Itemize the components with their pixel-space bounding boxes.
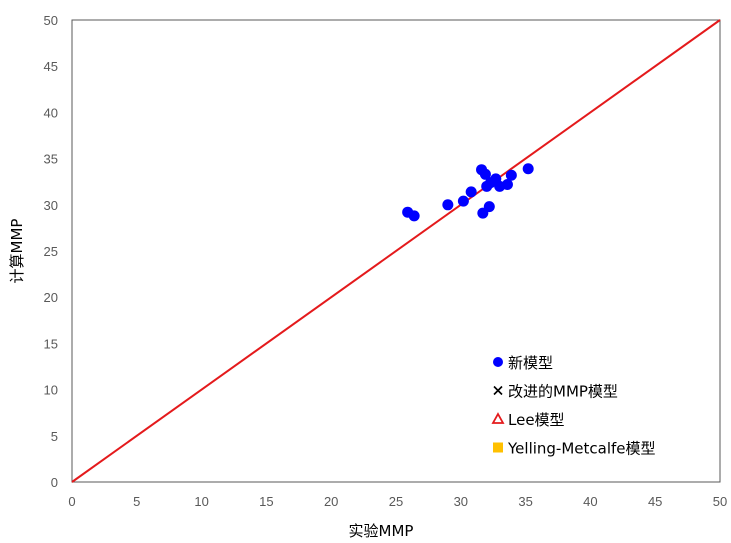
plot-area <box>71 19 721 483</box>
x-tick-label: 25 <box>389 494 403 509</box>
plot-border <box>71 19 721 483</box>
legend-label: 改进的MMP模型 <box>508 383 618 401</box>
data-point <box>408 210 420 222</box>
data-point <box>501 178 513 190</box>
x-tick-label: 50 <box>713 494 727 509</box>
x-tick-label: 10 <box>194 494 208 509</box>
x-tick-label: 40 <box>583 494 597 509</box>
x-axis-ticks: 0 5 10 15 20 25 30 35 40 45 50 <box>68 494 727 509</box>
y-tick-label: 50 <box>44 13 58 28</box>
y-tick-label: 10 <box>44 383 58 398</box>
x-tick-label: 35 <box>518 494 532 509</box>
data-point <box>483 201 495 213</box>
data-points <box>402 163 534 222</box>
data-point <box>442 199 454 211</box>
x-tick-label: 0 <box>68 494 75 509</box>
x-axis-title: 实验MMP <box>349 522 414 540</box>
legend-item: Lee模型 <box>491 411 565 429</box>
legend-label: Lee模型 <box>508 411 565 429</box>
x-tick-label: 30 <box>454 494 468 509</box>
reference-line-group <box>71 19 721 483</box>
legend-item: 新模型 <box>493 354 553 372</box>
legend-square-marker <box>493 442 503 453</box>
data-point <box>505 169 517 181</box>
reference-line <box>71 19 721 483</box>
y-tick-label: 20 <box>44 290 58 305</box>
y-tick-label: 30 <box>44 198 58 213</box>
x-tick-label: 20 <box>324 494 338 509</box>
x-tick-label: 45 <box>648 494 662 509</box>
legend-label: Yelling-Metcalfe模型 <box>507 440 656 458</box>
data-point <box>457 195 469 207</box>
y-tick-label: 45 <box>44 59 58 74</box>
legend-triangle-marker <box>491 412 505 424</box>
y-tick-label: 35 <box>44 152 58 167</box>
x-tick-label: 15 <box>259 494 273 509</box>
y-axis-ticks: 0 5 10 15 20 25 30 35 40 45 50 <box>44 13 58 490</box>
data-point <box>522 163 534 175</box>
legend-item: Yelling-Metcalfe模型 <box>493 440 656 458</box>
y-axis-title: 计算MMP <box>8 219 26 284</box>
legend-item: 改进的MMP模型 <box>493 383 618 401</box>
data-point <box>479 168 491 180</box>
y-tick-label: 15 <box>44 336 58 351</box>
y-tick-label: 40 <box>44 105 58 120</box>
legend-x-marker <box>493 385 503 396</box>
y-tick-label: 25 <box>44 244 58 259</box>
data-point <box>465 186 477 198</box>
y-tick-label: 0 <box>51 475 58 490</box>
y-tick-label: 5 <box>51 429 58 444</box>
legend-circle-marker <box>493 357 503 367</box>
x-tick-label: 5 <box>133 494 140 509</box>
legend-label: 新模型 <box>508 354 553 372</box>
